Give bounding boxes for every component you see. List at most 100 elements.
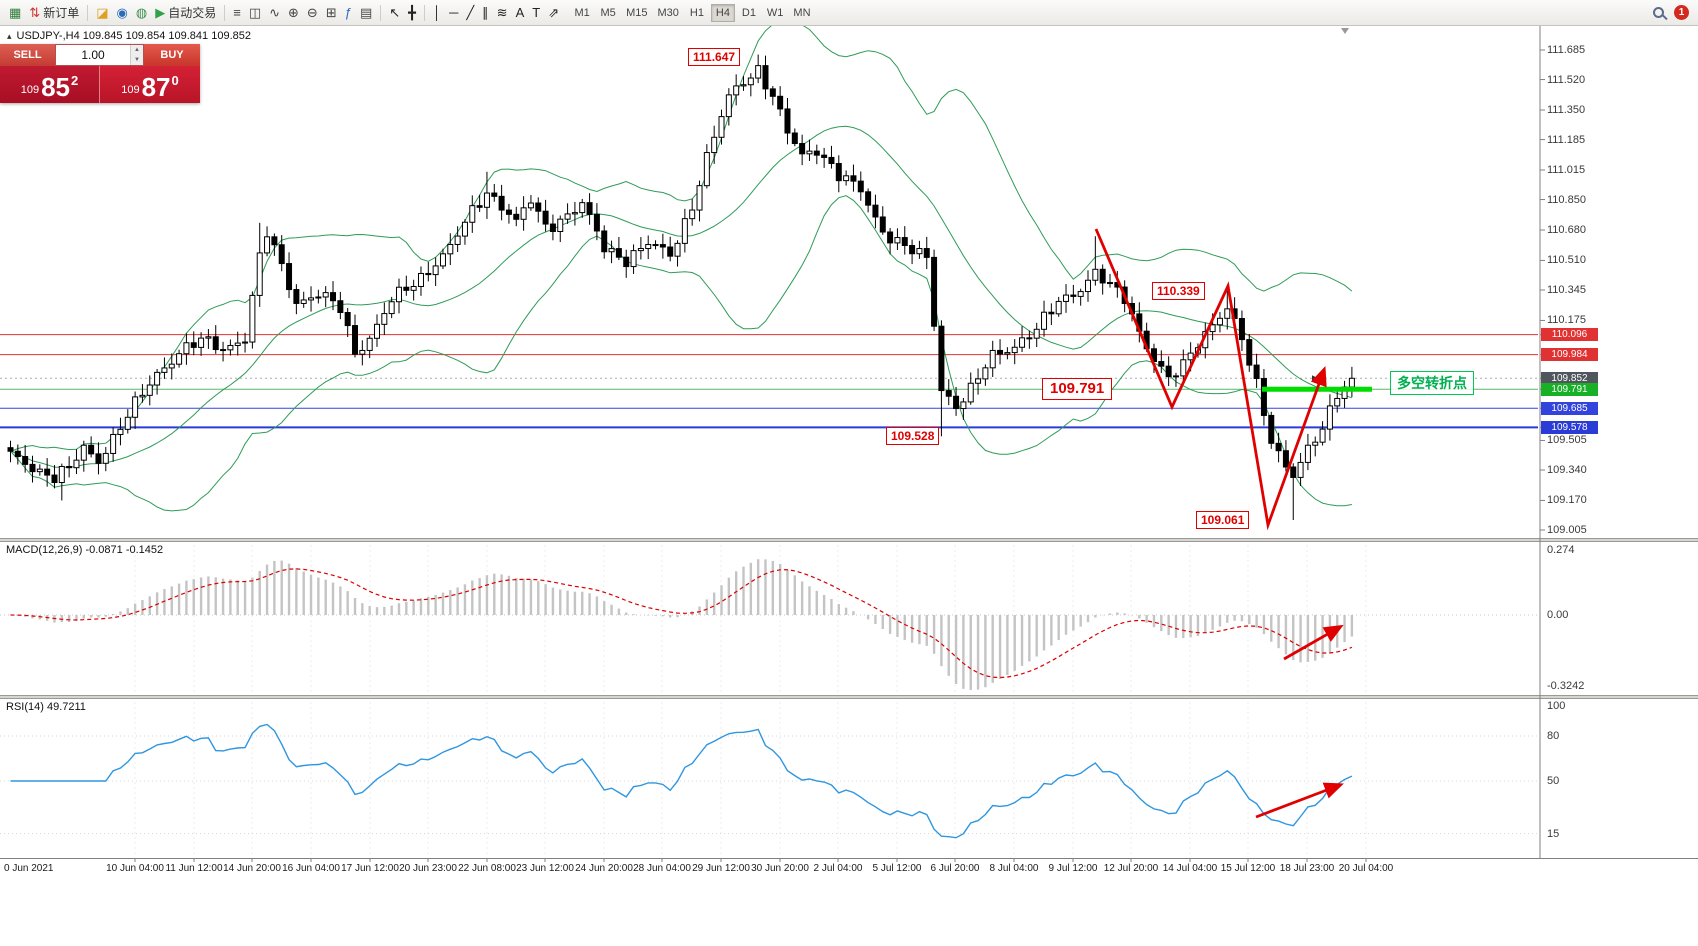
price-axis-label: 110.510 — [1547, 254, 1586, 267]
volume-down-button[interactable]: ▼ — [131, 55, 143, 65]
volume-field[interactable]: 1.00 ▲ ▼ — [55, 44, 144, 66]
buy-button[interactable]: BUY — [144, 44, 200, 66]
timeframe-d1[interactable]: D1 — [741, 6, 756, 19]
web-community-button[interactable]: ◍ — [132, 3, 151, 23]
macd-axis-label: 0.274 — [1547, 544, 1575, 556]
fibonacci-tool-button[interactable]: ≋ — [493, 3, 512, 23]
horizontal-line-tool-button[interactable]: ─ — [445, 3, 462, 23]
time-axis-label: 10 Jun 04:00 — [106, 863, 164, 874]
toolbar-buttons: ▦ ⇅ 新订单 ◪ ◉ ◍ ▶ 自动交易 ≡ ◫ ∿ ⊕ ⊖ ⊞ ƒ ▤ ↖ ╋ │ ─ ╱ ∥ ≋ A T ⇗ — [5, 3, 563, 23]
timeframe-h1[interactable]: H1 — [689, 6, 704, 19]
bar-chart-mode-button[interactable]: ≡ — [229, 3, 245, 23]
chart-canvas[interactable] — [0, 26, 1698, 946]
price-axis-label: 111.350 — [1547, 103, 1586, 116]
chart-header: ▴ USDJPY-,H4 109.845 109.854 109.841 109… — [7, 30, 251, 42]
time-axis-label: 30 Jun 20:00 — [751, 863, 809, 874]
new-order-label: 新订单 — [43, 6, 80, 20]
sell-button[interactable]: SELL — [0, 44, 55, 66]
arrows-tool-button[interactable]: ⇗ — [544, 3, 563, 23]
price-axis-label: 109.505 — [1547, 434, 1587, 447]
timeframe-h4[interactable]: H4 — [710, 3, 735, 22]
bar-chart-mode-icon: ≡ — [233, 5, 241, 20]
zoom-in-icon: ⊕ — [288, 5, 299, 20]
timeframe-mn[interactable]: MN — [793, 6, 811, 19]
timeframe-m1[interactable]: M1 — [574, 6, 590, 19]
price-axis-label: 111.685 — [1547, 44, 1586, 56]
label-tool-button[interactable]: T — [528, 3, 544, 23]
notification-badge[interactable]: 1 — [1674, 5, 1689, 20]
crosshair-tool-button[interactable]: ╋ — [404, 3, 420, 23]
vertical-line-tool-button[interactable]: │ — [429, 3, 445, 23]
zoom-out-icon: ⊖ — [306, 5, 318, 20]
zoom-in-button[interactable]: ⊕ — [284, 3, 303, 23]
price-axis-badge-109.578: 109.578 — [1541, 420, 1598, 434]
new-order-icon: ⇅ — [29, 5, 41, 20]
market-watch-button[interactable]: ◉ — [113, 3, 132, 23]
autotrading-button[interactable]: ▶ 自动交易 — [151, 3, 220, 23]
price-annotation-111.647[interactable]: 111.647 — [688, 47, 741, 66]
time-axis-label: 15 Jul 12:00 — [1220, 863, 1276, 874]
chart-profiles-icon: ◪ — [96, 5, 109, 20]
rsi-axis-label: 80 — [1547, 730, 1560, 742]
price-annotation-109.791[interactable]: 109.791 — [1042, 378, 1113, 401]
rsi-axis-label: 100 — [1547, 700, 1566, 712]
toolbar: ▦ ⇅ 新订单 ◪ ◉ ◍ ▶ 自动交易 ≡ ◫ ∿ ⊕ ⊖ ⊞ ƒ ▤ ↖ ╋ │ ─ ╱ ∥ ≋ A T ⇗ M1 M5 M15 M… — [0, 0, 1698, 26]
price-annotation-110.339[interactable]: 110.339 — [1152, 282, 1205, 301]
timeframe-m5[interactable]: M5 — [600, 6, 616, 19]
arrows-tool-icon: ⇗ — [548, 5, 560, 20]
line-chart-mode-button[interactable]: ∿ — [265, 3, 284, 23]
symbol-icon: ▴ — [7, 30, 12, 41]
sell-price-sup: 2 — [71, 73, 79, 88]
volume-value[interactable]: 1.00 — [81, 48, 105, 62]
time-axis-label: 28 Jun 04:00 — [633, 863, 691, 874]
turning-point-note[interactable]: 多空转折点 — [1390, 371, 1474, 396]
price-axis-label: 111.520 — [1547, 73, 1586, 86]
time-axis-label: 9 Jul 12:00 — [1048, 863, 1098, 874]
timeframe-m15[interactable]: M15 — [626, 6, 648, 19]
new-order-button[interactable]: ⇅ 新订单 — [25, 3, 83, 23]
macd-axis-label: -0.3242 — [1547, 680, 1585, 692]
search-icon[interactable] — [1653, 7, 1664, 18]
trendline-tool-button[interactable]: ╱ — [462, 3, 478, 23]
buy-price-big: 87 — [141, 72, 171, 102]
tile-windows-button[interactable]: ⊞ — [322, 3, 341, 23]
price-axis-label: 111.015 — [1547, 163, 1586, 176]
time-axis-label: 22 Jun 08:00 — [458, 863, 516, 874]
text-tool-button[interactable]: A — [512, 3, 529, 23]
timeframe-m30[interactable]: M30 — [657, 6, 679, 19]
templates-button[interactable]: ▤ — [356, 3, 376, 23]
volume-up-button[interactable]: ▲ — [131, 45, 143, 55]
tile-windows-icon: ⊞ — [325, 5, 337, 20]
timeframe-buttons: M1 M5 M15 M30 H1 H4 D1 W1 MN — [569, 3, 815, 22]
cursor-tool-button[interactable]: ↖ — [385, 3, 404, 23]
time-axis-label: 0 Jun 2021 — [4, 863, 54, 874]
sell-price-big: 85 — [41, 72, 71, 102]
new-chart-button[interactable]: ▦ — [5, 3, 25, 23]
time-axis-label: 8 Jul 04:00 — [989, 863, 1039, 874]
candle-chart-mode-icon: ◫ — [248, 5, 262, 20]
fibonacci-tool-icon: ≋ — [496, 5, 508, 20]
line-chart-mode-icon: ∿ — [269, 5, 281, 20]
sell-price[interactable]: 109 85 2 — [0, 66, 100, 103]
buy-price-prefix: 109 — [121, 84, 140, 96]
time-axis-label: 11 Jun 12:00 — [165, 863, 223, 874]
time-axis-label: 12 Jul 20:00 — [1103, 863, 1159, 874]
price-axis-badge-110.096: 110.096 — [1541, 328, 1598, 342]
price-axis-label: 110.175 — [1547, 314, 1586, 327]
candle-chart-mode-button[interactable]: ◫ — [245, 3, 265, 23]
price-axis-label: 110.345 — [1547, 283, 1586, 296]
zoom-out-button[interactable]: ⊖ — [303, 3, 322, 23]
chart-profiles-button[interactable]: ◪ — [92, 3, 112, 23]
price-annotation-109.061[interactable]: 109.061 — [1196, 510, 1250, 529]
buy-price[interactable]: 109 87 0 — [100, 66, 200, 103]
timeframe-w1[interactable]: W1 — [766, 6, 784, 19]
channel-tool-button[interactable]: ∥ — [478, 3, 493, 23]
one-click-trading-panel[interactable]: SELL 1.00 ▲ ▼ BUY 109 85 2 109 87 0 — [0, 44, 200, 103]
time-axis-label: 18 Jul 23:00 — [1279, 863, 1335, 874]
vertical-line-tool-icon: │ — [433, 5, 442, 20]
price-annotation-109.528[interactable]: 109.528 — [886, 427, 940, 446]
price-axis-badge-109.984: 109.984 — [1541, 348, 1598, 362]
rsi-axis-label: 15 — [1547, 827, 1560, 840]
indicators-list-button[interactable]: ƒ — [341, 3, 356, 23]
